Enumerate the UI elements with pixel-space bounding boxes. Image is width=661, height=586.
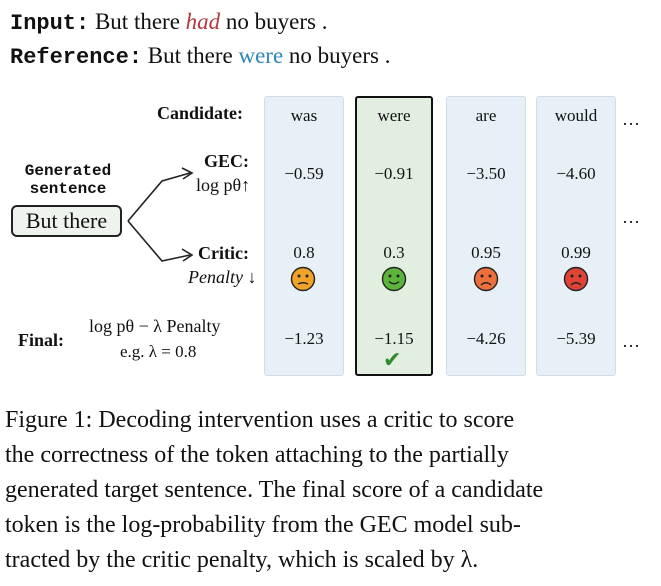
reference-line: Reference: But there were no buyers . <box>10 44 391 69</box>
arrowhead-upper <box>181 167 194 180</box>
generated-sentence-label: Generated sentence <box>6 162 130 198</box>
caption-line-5: tracted by the critic penalty, which is … <box>5 547 479 573</box>
candidate-column-was <box>264 96 344 376</box>
candidate-column-are <box>446 96 526 376</box>
candidate-token-would: would <box>554 106 598 125</box>
generated-sentence-text: But there <box>25 208 108 233</box>
final-label: Final: <box>18 330 65 350</box>
final-example: e.g. λ = 0.8 <box>120 342 197 361</box>
reference-highlight-word: were <box>238 43 284 68</box>
final-value-would: −5.39 <box>556 329 596 348</box>
final-value-was: −1.23 <box>284 329 324 348</box>
input-text-before: But there <box>94 9 180 34</box>
checkmark-icon: ✔ <box>383 348 402 373</box>
middle-ellipsis: … <box>622 207 640 227</box>
critic-value-would: 0.99 <box>561 243 591 262</box>
candidate-token-was: was <box>290 106 318 125</box>
branch-arrows <box>127 167 194 262</box>
branch-line-upper <box>127 172 191 222</box>
critic-value-was: 0.8 <box>293 243 315 262</box>
input-highlight-word: had <box>185 9 221 34</box>
frown-face-icon <box>473 266 499 292</box>
critic-value-are: 0.95 <box>471 243 501 262</box>
gec-value-would: −4.60 <box>556 164 596 183</box>
gec-sublabel: log pθ↑ <box>196 175 251 195</box>
critic-value-were: 0.3 <box>383 243 405 262</box>
final-formula: log pθ − λ Penalty <box>89 316 221 336</box>
candidate-ellipsis: … <box>622 109 640 129</box>
critic-sublabel: Penalty ↓ <box>188 267 257 287</box>
candidate-token-are: are <box>475 106 497 125</box>
caption-line-1: Figure 1: Decoding intervention uses a c… <box>5 407 515 433</box>
input-line: Input: But there had no buyers . <box>10 10 328 35</box>
candidate-token-were: were <box>377 106 411 125</box>
final-value-were: −1.15 <box>374 329 414 348</box>
final-value-are: −4.26 <box>466 329 506 348</box>
gec-value-are: −3.50 <box>466 164 506 183</box>
arrowhead-lower <box>181 248 194 262</box>
input-text-after: no buyers . <box>225 9 328 34</box>
gec-value-was: −0.59 <box>284 164 324 183</box>
generated-label-line-2: sentence <box>29 180 107 198</box>
final-ellipsis: … <box>622 331 640 351</box>
reference-label: Reference: <box>10 45 143 70</box>
reference-text-after: no buyers . <box>288 43 391 68</box>
branch-line-lower <box>127 220 191 262</box>
generated-sentence-box: But there <box>11 205 122 237</box>
frown-face-icon <box>563 266 589 292</box>
candidate-column-would <box>536 96 616 376</box>
caption-line-2: the correctness of the token attaching t… <box>5 442 509 468</box>
candidate-label: Candidate: <box>157 103 244 123</box>
generated-label-line-1: Generated <box>24 162 112 180</box>
gec-label: GEC: <box>204 151 249 171</box>
caption-line-4: token is the log-probability from the GE… <box>5 512 521 538</box>
caption-line-3: generated target sentence. The final sco… <box>5 477 544 503</box>
reference-text-before: But there <box>147 43 233 68</box>
neutral-face-icon <box>290 266 316 292</box>
critic-label: Critic: <box>198 243 249 263</box>
gec-value-were: −0.91 <box>374 164 414 183</box>
smile-face-icon <box>381 266 407 292</box>
input-label: Input: <box>10 11 90 36</box>
candidate-column-were-selected <box>355 96 433 376</box>
